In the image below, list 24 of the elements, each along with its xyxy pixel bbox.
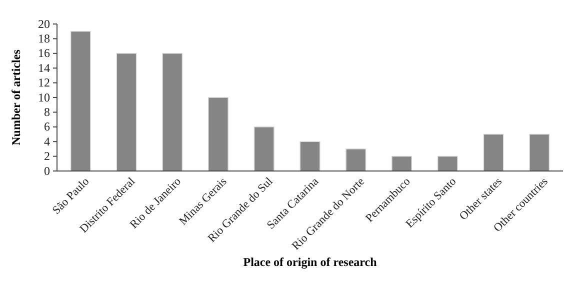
bar (346, 148, 366, 172)
y-tick-label: 4 (44, 134, 50, 148)
y-tick-label: 0 (44, 164, 50, 178)
bar (254, 126, 274, 172)
y-tick-label: 8 (44, 105, 50, 120)
y-tick-label: 12 (38, 76, 50, 90)
y-tick-label: 20 (38, 16, 50, 31)
bar (300, 141, 320, 172)
y-tick-label: 6 (44, 120, 50, 134)
y-axis-title: Number of articles (9, 49, 23, 146)
y-tick-label: 16 (38, 46, 50, 60)
bar (70, 30, 91, 172)
y-tick-label: 18 (38, 32, 50, 46)
y-tick-label: 2 (44, 149, 50, 164)
bar (116, 53, 137, 172)
bar (529, 134, 550, 172)
bar (162, 53, 183, 172)
x-axis-title: Place of origin of research (243, 255, 378, 269)
y-tick-label: 10 (38, 90, 50, 104)
bar (483, 134, 504, 172)
bar (437, 156, 458, 172)
bar (391, 156, 412, 172)
bar (208, 97, 229, 172)
y-tick-label: 14 (38, 60, 50, 75)
